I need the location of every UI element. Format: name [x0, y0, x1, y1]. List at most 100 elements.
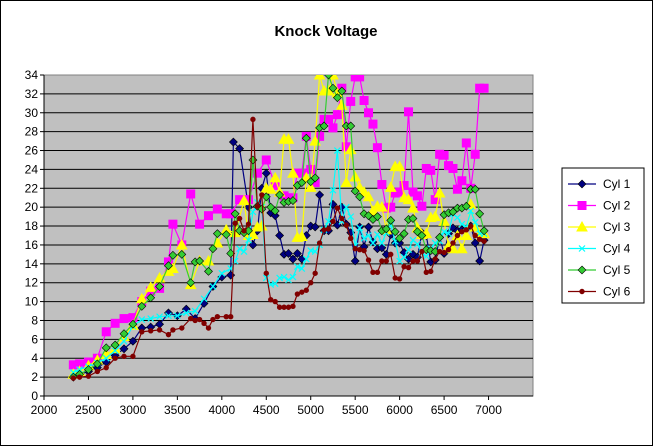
data-point-marker	[439, 150, 449, 160]
data-point-marker	[426, 165, 436, 175]
data-point-marker	[294, 291, 301, 297]
data-point-marker	[390, 227, 400, 237]
data-point-marker	[245, 221, 252, 227]
data-point-marker	[395, 233, 405, 243]
data-point-marker	[276, 304, 283, 310]
data-point-marker	[475, 209, 485, 219]
legend-swatch-marker	[577, 201, 587, 210]
data-point-marker	[461, 138, 471, 148]
data-point-marker	[270, 206, 280, 216]
data-point-marker	[417, 201, 427, 211]
x-tick-label: 4000	[208, 403, 235, 417]
data-point-marker	[440, 228, 448, 236]
data-point-marker	[264, 183, 277, 194]
data-point-marker	[270, 211, 280, 221]
data-point-marker	[262, 274, 270, 282]
y-tick-label: 28	[25, 125, 39, 139]
data-point-marker	[110, 318, 120, 328]
y-tick-label: 4	[31, 351, 38, 365]
x-tick-label: 5500	[342, 403, 369, 417]
data-point-marker	[236, 215, 243, 222]
data-point-marker	[315, 190, 325, 200]
data-point-marker	[175, 238, 188, 250]
y-tick-label: 22	[25, 181, 39, 195]
data-point-marker	[298, 265, 306, 272]
data-point-marker	[355, 192, 365, 202]
data-point-marker	[254, 203, 261, 209]
x-tick-label: 3000	[120, 403, 147, 417]
data-point-marker	[355, 75, 365, 82]
data-point-marker	[448, 163, 458, 173]
data-point-marker	[481, 238, 487, 244]
data-point-marker	[332, 93, 342, 103]
data-point-marker	[101, 327, 111, 337]
data-point-marker	[228, 313, 234, 320]
legend-swatch-marker	[576, 220, 588, 232]
legend-label: Cyl 5	[603, 263, 631, 277]
data-point-marker	[214, 313, 221, 320]
legend-swatch-marker	[579, 288, 585, 295]
data-point-marker	[386, 202, 396, 212]
data-point-marker	[432, 256, 438, 262]
data-point-marker	[308, 280, 314, 286]
data-point-marker	[137, 301, 147, 311]
data-point-marker	[156, 313, 164, 321]
data-point-marker	[479, 226, 489, 236]
data-point-marker	[196, 316, 203, 323]
data-point-marker	[313, 75, 326, 80]
data-point-marker	[255, 220, 268, 231]
series-line	[73, 75, 485, 375]
data-point-marker	[463, 227, 470, 233]
data-point-marker	[396, 276, 403, 282]
data-point-marker	[337, 86, 347, 96]
data-point-marker	[119, 314, 129, 324]
data-point-marker	[438, 215, 450, 226]
data-point-marker	[261, 155, 271, 165]
data-point-marker	[392, 275, 398, 281]
x-tick-label: 5000	[297, 403, 324, 417]
data-point-marker	[240, 248, 248, 255]
y-tick-label: 12	[25, 276, 39, 290]
x-tick-label: 6000	[386, 403, 413, 417]
y-tick-label: 34	[25, 68, 39, 82]
data-point-marker	[186, 278, 196, 288]
data-point-marker	[102, 354, 110, 362]
data-point-marker	[293, 263, 301, 271]
data-point-marker	[324, 114, 334, 124]
data-point-marker	[218, 269, 226, 277]
data-point-marker	[275, 190, 285, 200]
data-point-marker	[232, 220, 238, 226]
data-point-marker	[177, 249, 187, 259]
data-point-marker	[372, 212, 382, 222]
data-point-marker	[412, 191, 422, 201]
data-point-marker	[413, 240, 421, 248]
data-point-marker	[364, 108, 374, 118]
data-point-marker	[128, 319, 138, 329]
data-point-marker	[433, 186, 446, 198]
legend-item: Cyl 3	[568, 220, 631, 234]
legend: Cyl 1 Cyl 2 Cyl 3 Cyl 4 Cyl 5 Cyl 6	[561, 167, 645, 304]
data-point-marker	[205, 325, 212, 331]
y-tick-label: 8	[31, 313, 38, 327]
data-point-marker	[272, 298, 278, 305]
data-point-marker	[250, 116, 256, 123]
data-point-marker	[346, 121, 356, 131]
data-point-marker	[269, 171, 282, 183]
data-point-marker	[238, 194, 250, 206]
data-point-marker	[356, 246, 363, 253]
data-point-marker	[236, 245, 244, 253]
data-point-marker	[456, 242, 468, 254]
data-point-marker	[303, 287, 309, 293]
data-point-marker	[340, 176, 353, 188]
data-point-marker	[383, 258, 389, 264]
data-point-marker	[191, 307, 199, 315]
data-point-marker	[332, 110, 342, 120]
data-point-marker	[111, 347, 119, 355]
data-point-marker	[470, 149, 480, 159]
data-point-marker	[200, 295, 208, 303]
data-point-marker	[362, 190, 375, 202]
data-point-marker	[182, 309, 190, 317]
data-point-marker	[155, 282, 165, 291]
